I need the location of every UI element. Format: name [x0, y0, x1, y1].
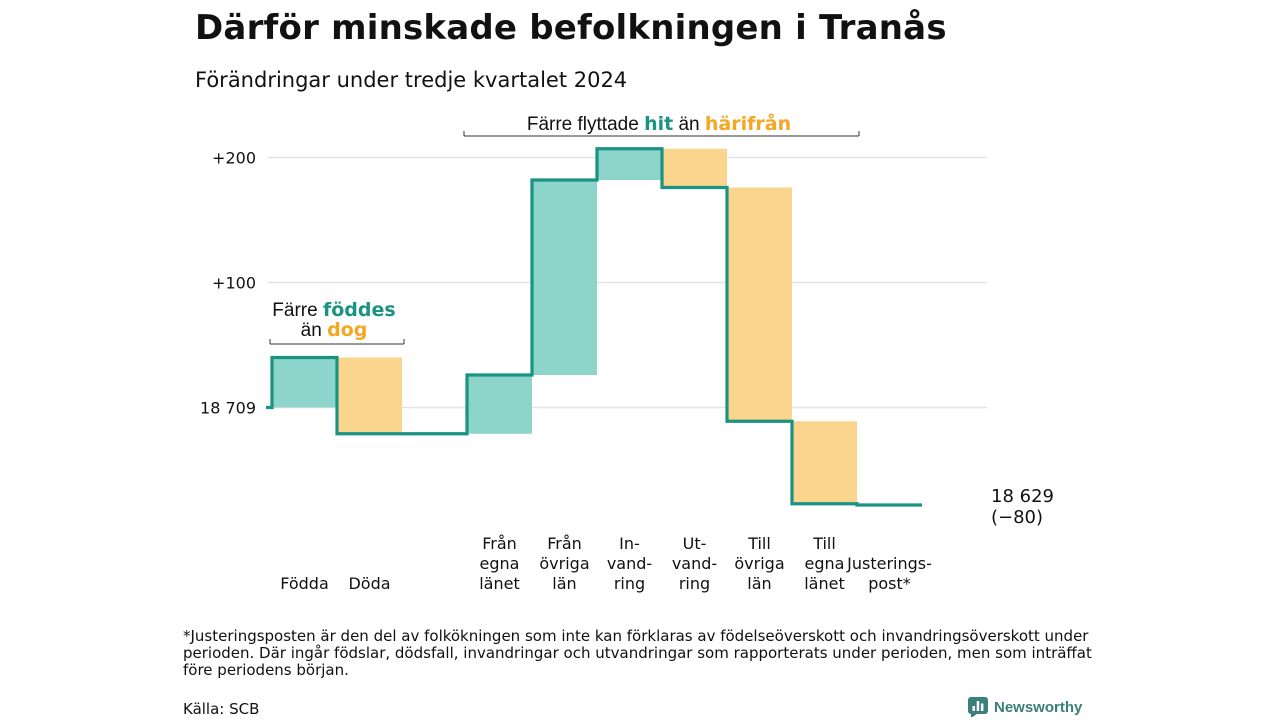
bar-inflow [272, 357, 337, 408]
bar-outflow [337, 357, 402, 434]
bar-outflow [792, 421, 857, 504]
annotation-births-deaths-line2: än dog [301, 319, 368, 341]
category-label: Döda [348, 574, 390, 593]
category-label: Födda [280, 574, 329, 593]
bar-chart-icon [968, 697, 988, 717]
category-label: Till egna länet [804, 534, 845, 593]
category-label: Ut-vand-ring [672, 534, 717, 593]
category-label: In-vand-ring [607, 534, 652, 593]
y-tick-label: +200 [212, 149, 256, 168]
bar-outflow [727, 187, 792, 422]
annotation-migration: Färre flyttade hit än härifrån [527, 111, 791, 135]
annotation-bracket-migration [463, 131, 860, 137]
bar-inflow [467, 375, 532, 434]
brand-name: Newsworthy [994, 698, 1083, 716]
cumulative-step-line [266, 147, 922, 507]
brand-logo: Newsworthy [968, 697, 1082, 717]
annotation-bracket-births-deaths [269, 339, 405, 345]
y-tick-label: +100 [212, 274, 256, 293]
source-note: Källa: SCB [183, 700, 260, 718]
bar-outflow [662, 148, 727, 188]
end-change-label: (−80) [991, 507, 1043, 528]
category-label: Från övriga län [539, 534, 589, 593]
bar-inflow [532, 180, 597, 375]
bar-inflow [597, 148, 662, 180]
waterfall-chart: +200 +100 18 709 Födda Döda Från egna länet Från… [200, 111, 1054, 593]
footnote: *Justeringsposten är den del av folkökni… [183, 627, 1092, 679]
chart-subtitle: Förändringar under tredje kvartalet 2024 [195, 68, 628, 92]
end-value-label: 18 629 [991, 486, 1054, 507]
category-label: Justerings-post* [846, 554, 932, 593]
chart-title: Därför minskade befolkningen i Tranås [195, 8, 947, 48]
annotation-births-deaths: Färre föddes [272, 299, 395, 321]
category-label: Till övriga län [734, 534, 784, 593]
y-tick-label: 18 709 [200, 399, 256, 418]
category-label: Från egna länet [479, 534, 520, 593]
